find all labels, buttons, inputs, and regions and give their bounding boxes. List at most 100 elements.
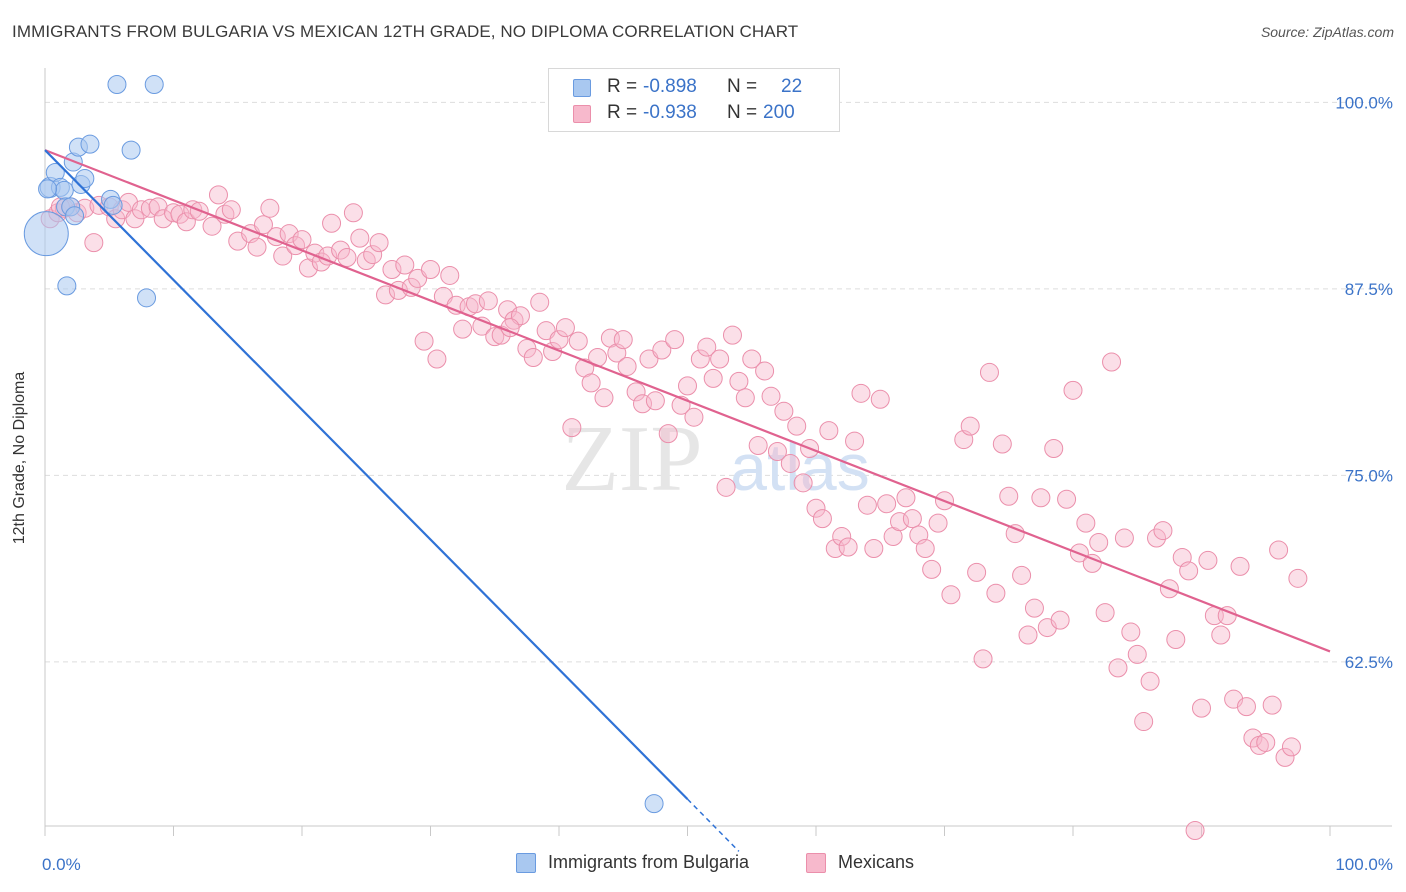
data-point-mexicans [440, 265, 460, 285]
watermark-zip: ZIP [562, 407, 703, 511]
source-credit: Source: ZipAtlas.com [1260, 24, 1394, 40]
data-point-mexicans [1262, 695, 1282, 715]
data-point-mexicans [665, 330, 685, 350]
data-point-mexicans [787, 416, 807, 436]
legend-n-label: N = [727, 76, 758, 97]
data-point-mexicans [1147, 528, 1167, 548]
data-point-mexicans [1102, 352, 1122, 372]
data-point-mexicans [427, 349, 447, 369]
data-point-mexicans [337, 248, 357, 268]
y-tick-label: 87.5% [1345, 280, 1393, 299]
data-point-mexicans [748, 436, 768, 456]
series-bulgaria [23, 74, 664, 814]
data-point-mexicans [812, 509, 832, 529]
data-point-mexicans [915, 538, 935, 558]
data-point-mexicans [549, 330, 569, 350]
data-point-bulgaria [80, 134, 100, 154]
data-point-mexicans [555, 318, 575, 338]
data-point-mexicans [613, 330, 633, 350]
data-point-mexicans [645, 391, 665, 411]
data-point-mexicans [279, 224, 299, 244]
data-point-bulgaria [65, 206, 85, 226]
chart-title: IMMIGRANTS FROM BULGARIA VS MEXICAN 12TH… [12, 22, 799, 41]
axes [44, 68, 1392, 836]
data-point-mexicans [1063, 380, 1083, 400]
trendlines [44, 149, 1331, 852]
y-tick-label: 75.0% [1345, 466, 1393, 485]
data-point-mexicans [896, 488, 916, 508]
data-point-mexicans [523, 348, 543, 368]
data-point-mexicans [793, 473, 813, 493]
data-point-mexicans [973, 649, 993, 669]
data-point-mexicans [1114, 528, 1134, 548]
data-point-mexicans [369, 233, 389, 253]
data-point-mexicans [729, 371, 749, 391]
data-point-mexicans [1076, 513, 1096, 533]
data-point-mexicans [1192, 698, 1211, 718]
data-point-mexicans [928, 513, 948, 533]
data-point-mexicans [652, 340, 672, 360]
data-point-mexicans [1275, 747, 1295, 767]
legend-r-label: R = [607, 76, 638, 97]
y-tick-label: 62.5% [1345, 653, 1393, 672]
data-point-mexicans [755, 361, 775, 381]
data-point-mexicans [253, 215, 273, 235]
data-point-mexicans [1236, 697, 1256, 717]
legend-swatch-mexicans [573, 105, 591, 123]
y-tick-label: 100.0% [1335, 93, 1393, 112]
data-point-mexicans [774, 401, 794, 421]
data-point-bulgaria [75, 168, 95, 188]
data-point-mexicans [819, 421, 839, 441]
data-point-mexicans [999, 486, 1019, 506]
data-point-mexicans [742, 349, 762, 369]
data-point-mexicans [421, 259, 440, 279]
x-tick-label: 0.0% [42, 855, 81, 874]
data-point-mexicans [202, 216, 222, 236]
bottom-legend-swatch-bulgaria [516, 853, 536, 873]
data-point-mexicans [832, 527, 852, 547]
data-point-mexicans [414, 331, 434, 351]
legend-n-value: 22 [781, 76, 803, 97]
data-point-mexicans [453, 319, 473, 339]
data-point-mexicans [1288, 568, 1308, 588]
data-point-mexicans [960, 416, 980, 436]
data-point-mexicans [845, 431, 865, 451]
data-point-mexicans [617, 356, 637, 376]
data-point-mexicans [697, 337, 717, 357]
stats-legend: R = -0.898 N = 22 R = -0.938 N = 200 [548, 68, 840, 132]
data-point-mexicans [208, 185, 228, 205]
data-point-mexicans [376, 285, 396, 305]
data-point-mexicans [350, 228, 370, 248]
data-point-mexicans [1198, 550, 1218, 570]
data-point-mexicans [465, 294, 485, 314]
data-point-mexicans [626, 382, 646, 402]
data-point-mexicans [1185, 820, 1205, 840]
data-point-mexicans [485, 327, 505, 347]
data-point-mexicans [1057, 489, 1077, 509]
data-point-mexicans [1031, 488, 1051, 508]
data-point-mexicans [292, 230, 312, 250]
data-point-mexicans [890, 512, 910, 532]
data-point-bulgaria [57, 276, 77, 296]
data-point-mexicans [478, 291, 498, 311]
data-point-mexicans [1127, 644, 1147, 664]
data-point-mexicans [331, 240, 351, 260]
data-point-mexicans [1082, 553, 1102, 573]
data-point-mexicans [140, 198, 160, 218]
data-point-mexicans [1179, 561, 1199, 581]
legend-n-value: 200 [763, 102, 795, 123]
trendline-bulgaria-extension [686, 798, 740, 852]
data-point-mexicans [562, 418, 582, 438]
data-point-mexicans [1121, 622, 1141, 642]
data-point-mexicans [877, 494, 897, 514]
data-point-mexicans [633, 394, 653, 414]
data-point-mexicans [986, 583, 1006, 603]
data-point-mexicans [1024, 598, 1044, 618]
data-point-mexicans [170, 204, 190, 224]
data-point-mexicans [221, 200, 241, 220]
data-point-mexicans [594, 388, 614, 408]
data-point-mexicans [1211, 625, 1231, 645]
data-point-mexicans [1089, 533, 1109, 553]
data-point-bulgaria [107, 74, 127, 94]
data-point-mexicans [322, 213, 342, 233]
